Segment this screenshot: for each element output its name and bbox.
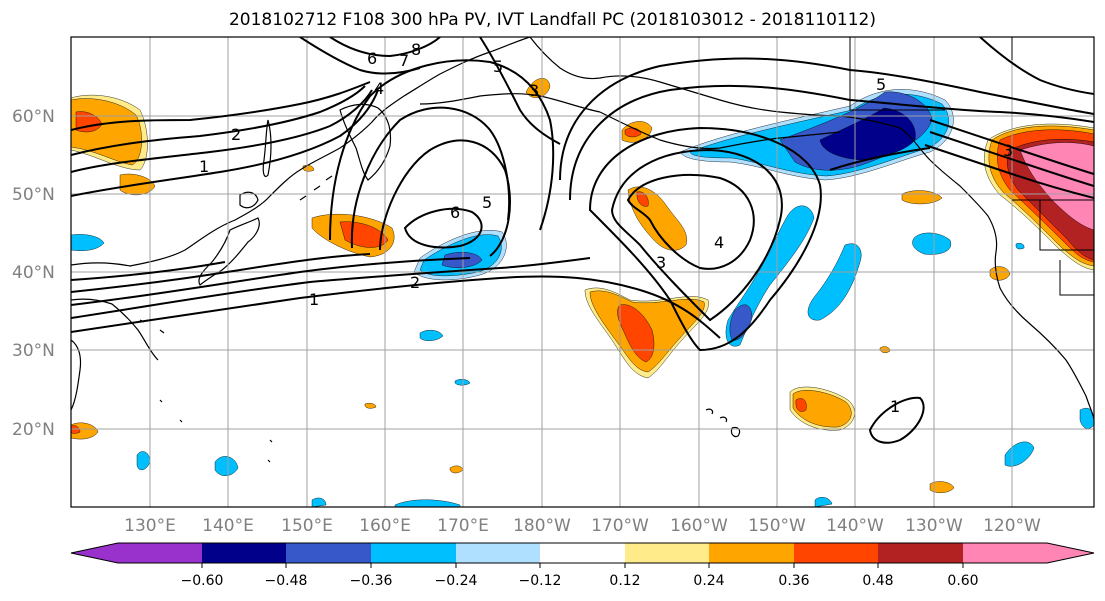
lon-label-170e: 170°E [437,516,489,536]
lon-label-150e: 150°E [281,516,333,536]
contour-label-2: 2 [231,125,241,144]
colorbar-extend-high [1047,543,1094,563]
contour-label-5c: 5 [876,75,886,94]
contour-label-5b: 5 [482,193,492,212]
colorbar-label-n048: −0.48 [265,573,308,589]
contour-label-2b: 2 [410,273,420,292]
lon-label-140e: 140°E [202,516,254,536]
colorbar: −0.60 −0.48 −0.36 −0.24 −0.12 0.12 0.24 … [70,542,1095,589]
contour-label-7: 7 [399,51,409,70]
colorbar-label-p060: 0.60 [947,573,978,589]
colorbar-segment-10 [878,543,963,563]
lat-label-50n: 50°N [12,185,55,205]
lon-label-160e: 160°E [359,516,411,536]
colorbar-ticks [201,563,964,568]
lat-label-20n: 20°N [12,420,55,440]
plot-frame [70,36,1095,508]
colorbar-tick-labels: −0.60 −0.48 −0.36 −0.24 −0.12 0.12 0.24 … [181,573,979,589]
lat-label-30n: 30°N [12,341,55,361]
contour-label-8: 8 [411,40,421,59]
contour-label-3b: 3 [656,253,666,272]
contour-label-4: 4 [374,79,384,98]
boundary-lines [849,37,1094,296]
colorbar-label-p024: 0.24 [693,573,724,589]
colorbar-segment-4 [371,543,456,563]
colorbar-label-n012: −0.12 [519,573,562,589]
colorbar-segment-9 [794,543,879,563]
lon-label-170w: 170°W [591,516,649,536]
contour-label-4b: 4 [714,233,724,252]
colorbar-label-n024: −0.24 [435,573,478,589]
colorbar-label-n036: −0.36 [350,573,393,589]
contour-label-3: 3 [529,81,539,100]
contour-label-1: 1 [199,157,209,176]
colorbar-label-p012: 0.12 [609,573,640,589]
colorbar-segment-7 [625,543,710,563]
colorbar-segment-5 [456,543,541,563]
lon-label-160w: 160°W [670,516,728,536]
colorbar-outline [70,542,1095,564]
colorbar-segment-3 [286,543,371,563]
colorbar-segment-1 [117,543,202,563]
contour-label-5: 5 [493,57,503,76]
lon-label-140w: 140°W [826,516,884,536]
contour-label-6b: 6 [450,203,460,222]
colorbar-label-p036: 0.36 [778,573,809,589]
contour-label-6: 6 [367,49,377,68]
lat-label-40n: 40°N [12,263,55,283]
colorbar-label-n060: −0.60 [181,573,224,589]
pv-contours [71,37,1094,444]
lon-label-120w: 120°W [983,516,1041,536]
colorbar-label-p048: 0.48 [862,573,893,589]
lon-label-130e: 130°E [124,516,176,536]
contour-label-3c: 3 [1003,141,1013,160]
colorbar-segment-2 [202,543,287,563]
coastlines [71,37,1094,463]
contour-label-1c: 1 [890,397,900,416]
colorbar-segment-11 [963,543,1048,563]
colorbar-extend-low [71,543,118,563]
colorbar-segment-6 [540,543,625,563]
ivt-anomaly-shading [71,78,1094,507]
longitude-labels: 130°E 140°E 150°E 160°E 170°E 180°W 170°… [124,516,1041,536]
lat-label-60n: 60°N [12,107,55,127]
latitude-labels: 60°N 50°N 40°N 30°N 20°N [12,107,55,440]
lon-label-150w: 150°W [748,516,806,536]
lon-label-130w: 130°W [905,516,963,536]
lon-label-180w: 180°W [513,516,571,536]
colorbar-segment-8 [709,543,794,563]
contour-label-1b: 1 [309,290,319,309]
map-title: 2018102712 F108 300 hPa PV, IVT Landfall… [228,10,876,30]
contour-labels: 8 7 6 5 4 3 2 1 6 5 4 3 2 1 5 3 1 [199,40,1013,416]
